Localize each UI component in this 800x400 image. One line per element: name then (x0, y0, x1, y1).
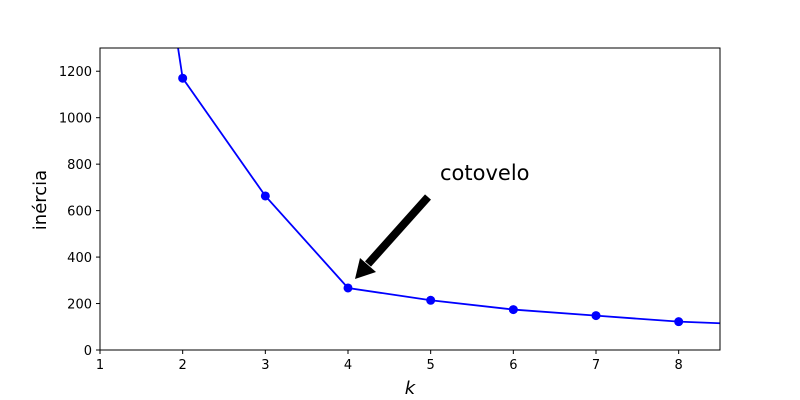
data-point (343, 283, 353, 293)
x-axis-label: k (405, 378, 417, 399)
data-point (591, 311, 601, 321)
y-tick-label: 400 (67, 251, 92, 266)
x-tick-label: 7 (592, 358, 600, 373)
y-tick-label: 200 (67, 298, 92, 313)
x-tick-label: 1 (96, 358, 104, 373)
x-tick-label: 4 (344, 358, 352, 373)
y-tick-label: 1200 (59, 65, 92, 80)
y-tick-label: 0 (84, 344, 92, 359)
y-tick-label: 1000 (59, 112, 92, 127)
axes-frame (99, 47, 721, 351)
data-point (260, 191, 270, 201)
x-tick-label: 5 (427, 358, 435, 373)
y-tick-label: 600 (67, 205, 92, 220)
x-tick-label: 6 (509, 358, 517, 373)
data-point (178, 73, 188, 83)
y-tick-label: 800 (67, 158, 92, 173)
annotation-arrow (355, 194, 431, 279)
data-point (426, 295, 436, 305)
x-tick-label: 2 (179, 358, 187, 373)
x-tick-label: 3 (261, 358, 269, 373)
y-axis-label: inércia (30, 170, 51, 230)
data-point (674, 317, 684, 327)
x-tick-label: 8 (675, 358, 683, 373)
annotation: cotovelo (440, 161, 530, 185)
data-point (508, 305, 518, 315)
